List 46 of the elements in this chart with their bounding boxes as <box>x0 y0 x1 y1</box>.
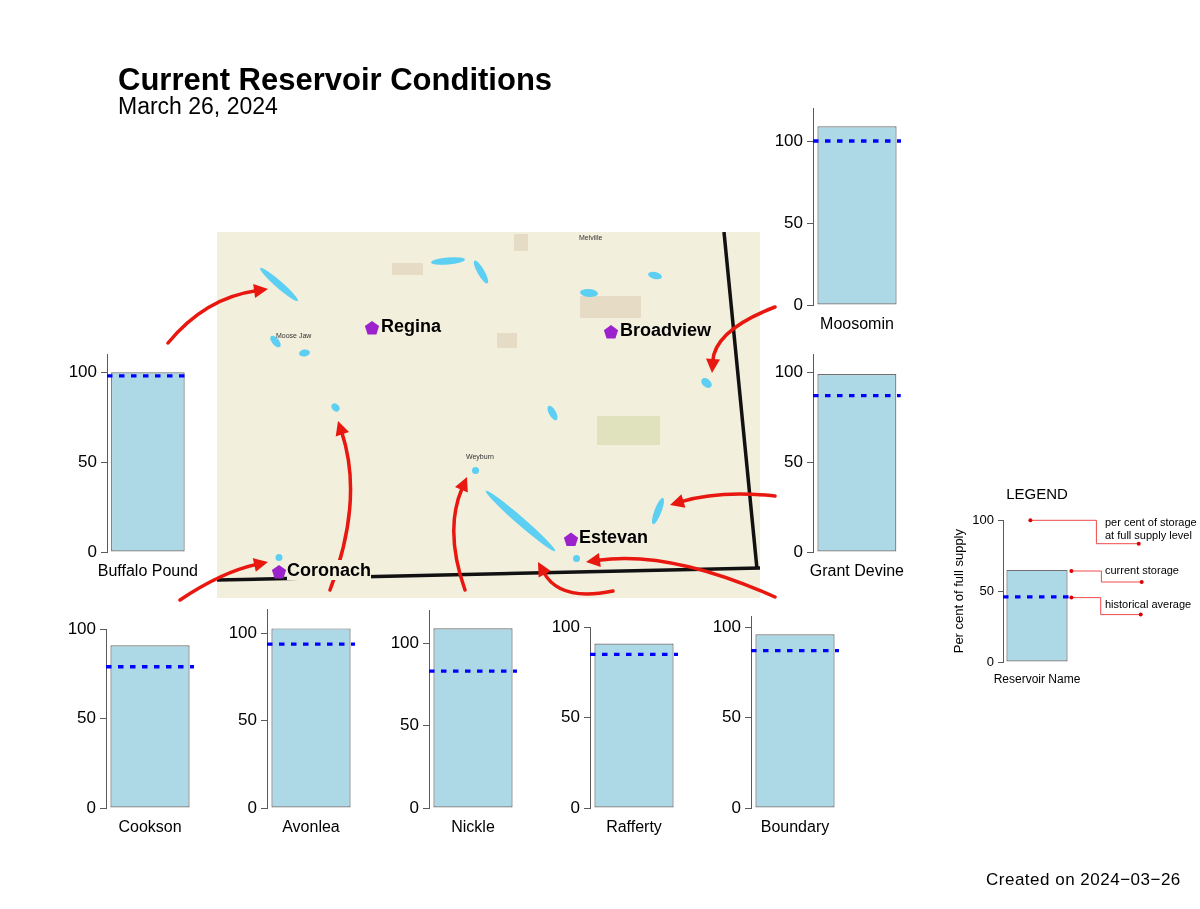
y-tick-label: 0 <box>86 797 96 817</box>
x-tick-label: Grant Devine <box>809 562 904 580</box>
y-tick-label: 100 <box>972 511 995 527</box>
x-tick-label: Moosomin <box>819 315 894 333</box>
x-tick-label: Nickle <box>451 817 495 835</box>
y-tick-label: 100 <box>67 618 96 638</box>
x-tick-label: Buffalo Pound <box>97 562 198 580</box>
y-tick-label: 0 <box>793 541 803 561</box>
x-tick-label: Reservoir Name <box>993 671 1081 686</box>
y-tick-label: 0 <box>87 541 97 561</box>
y-tick-label: 0 <box>987 653 995 669</box>
y-tick-label: 100 <box>712 617 741 637</box>
y-tick-label: 100 <box>774 130 803 150</box>
x-tick-label: Cookson <box>118 817 182 835</box>
y-tick-label: 50 <box>238 710 258 730</box>
text: Coronach <box>287 559 372 581</box>
y-tick-label: 0 <box>793 294 803 314</box>
text: current storage <box>1105 564 1180 577</box>
y-tick-label: 100 <box>390 632 419 652</box>
y-tick-label: 50 <box>561 707 580 727</box>
text: per cent of storage at full supply level <box>1105 516 1198 541</box>
y-tick-label: 0 <box>247 797 258 817</box>
y-tick-label: 100 <box>68 362 97 382</box>
y-tick-label: 50 <box>783 212 803 232</box>
y-tick-label: 50 <box>77 452 97 472</box>
y-tick-label: 50 <box>76 707 96 727</box>
y-tick-label: 100 <box>774 361 803 381</box>
text: Regina <box>381 316 442 338</box>
x-tick-label: Avonlea <box>282 818 341 836</box>
y-tick-label: 50 <box>400 714 419 734</box>
y-tick-label: 100 <box>551 617 580 637</box>
y-tick-label: 0 <box>409 797 419 817</box>
y-tick-label: 0 <box>570 797 580 817</box>
y-tick-label: 0 <box>731 797 741 817</box>
y-tick-label: 100 <box>228 623 258 643</box>
text: Created on 2024−03−26 <box>986 870 1181 890</box>
y-axis-title: Per cent of full supply <box>951 528 967 653</box>
x-tick-label: Rafferty <box>606 818 662 836</box>
text: Estevan <box>579 527 649 549</box>
chart-title: LEGEND <box>1006 485 1069 503</box>
y-tick-label: 50 <box>979 582 995 598</box>
text: historical average <box>1105 597 1192 610</box>
y-tick-label: 50 <box>783 451 803 471</box>
y-tick-label: 50 <box>721 707 741 727</box>
x-tick-label: Boundary <box>760 818 829 836</box>
text: Broadview <box>620 320 712 342</box>
